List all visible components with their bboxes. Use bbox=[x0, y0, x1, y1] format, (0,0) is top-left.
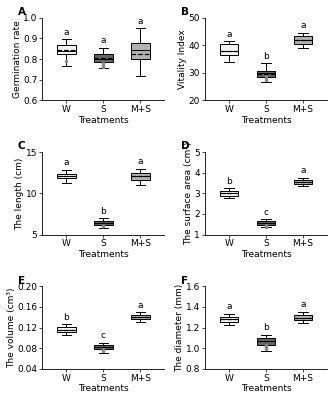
Text: F: F bbox=[181, 276, 188, 286]
Text: a: a bbox=[226, 302, 232, 311]
PathPatch shape bbox=[131, 315, 150, 319]
Text: c: c bbox=[101, 331, 106, 340]
Text: a: a bbox=[63, 28, 69, 37]
Text: a: a bbox=[300, 300, 306, 309]
PathPatch shape bbox=[94, 345, 113, 349]
PathPatch shape bbox=[94, 54, 113, 62]
Text: A: A bbox=[18, 7, 26, 17]
PathPatch shape bbox=[131, 43, 150, 59]
Text: a: a bbox=[138, 157, 143, 166]
Text: b: b bbox=[101, 206, 106, 216]
Text: C: C bbox=[18, 141, 25, 151]
PathPatch shape bbox=[257, 221, 275, 225]
Text: a: a bbox=[63, 158, 69, 167]
Text: a: a bbox=[226, 30, 232, 39]
Text: a: a bbox=[101, 36, 106, 45]
X-axis label: Treatments: Treatments bbox=[78, 116, 129, 124]
Text: a: a bbox=[300, 22, 306, 30]
Text: D: D bbox=[181, 141, 189, 151]
Text: B: B bbox=[181, 7, 189, 17]
X-axis label: Treatments: Treatments bbox=[241, 116, 291, 124]
Text: E: E bbox=[18, 276, 25, 286]
Y-axis label: Germination rate: Germination rate bbox=[13, 20, 22, 98]
PathPatch shape bbox=[220, 44, 238, 55]
PathPatch shape bbox=[257, 338, 275, 345]
Text: b: b bbox=[63, 313, 69, 322]
Text: b: b bbox=[263, 52, 269, 61]
PathPatch shape bbox=[257, 72, 275, 77]
X-axis label: Treatments: Treatments bbox=[241, 384, 291, 393]
Text: b: b bbox=[263, 323, 269, 332]
Y-axis label: The volume (cm³): The volume (cm³) bbox=[7, 287, 16, 368]
X-axis label: Treatments: Treatments bbox=[78, 384, 129, 393]
Y-axis label: The length (cm): The length (cm) bbox=[16, 157, 25, 230]
PathPatch shape bbox=[294, 36, 312, 44]
Y-axis label: Vitality Index: Vitality Index bbox=[178, 29, 187, 89]
PathPatch shape bbox=[220, 191, 238, 196]
PathPatch shape bbox=[294, 180, 312, 184]
PathPatch shape bbox=[57, 327, 75, 332]
PathPatch shape bbox=[220, 317, 238, 322]
PathPatch shape bbox=[94, 221, 113, 225]
Text: b: b bbox=[226, 177, 232, 186]
Y-axis label: The diameter (mm): The diameter (mm) bbox=[175, 284, 184, 372]
PathPatch shape bbox=[57, 45, 75, 54]
Text: a: a bbox=[138, 17, 143, 26]
Text: a: a bbox=[138, 301, 143, 310]
Y-axis label: The surface area (cm²): The surface area (cm²) bbox=[184, 142, 193, 245]
PathPatch shape bbox=[131, 173, 150, 180]
X-axis label: Treatments: Treatments bbox=[241, 250, 291, 259]
PathPatch shape bbox=[294, 315, 312, 320]
Text: a: a bbox=[300, 166, 306, 175]
Text: c: c bbox=[264, 208, 269, 217]
PathPatch shape bbox=[57, 174, 75, 178]
X-axis label: Treatments: Treatments bbox=[78, 250, 129, 259]
